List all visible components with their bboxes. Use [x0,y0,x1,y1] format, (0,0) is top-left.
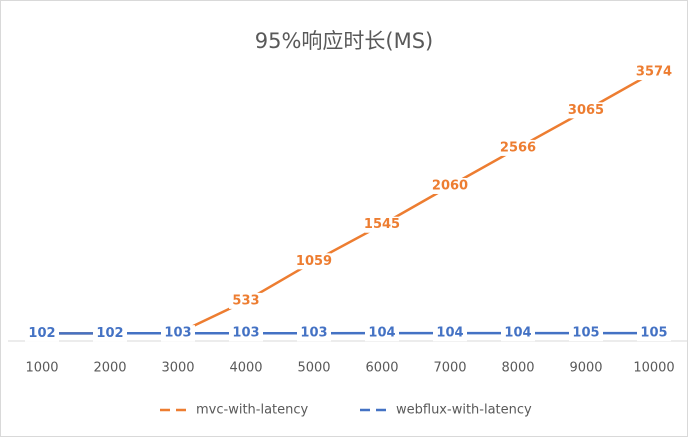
data-label-bg [229,292,263,309]
data-label-group: 103 [229,325,263,342]
x-tick-label: 8000 [501,361,534,376]
data-label-bg [569,325,603,342]
data-label: 103 [300,326,327,341]
data-label-bg [433,325,467,342]
data-label-group: 1059 [296,253,332,270]
data-label-bg [229,325,263,342]
chart-title: 95%响应时长(MS) [255,29,434,53]
data-label-bg [161,325,195,342]
data-label: 104 [436,326,463,341]
data-label-group: 102 [25,325,59,342]
data-label-bg [365,216,399,233]
data-label-bg [93,325,127,342]
data-label-group: 104 [433,325,467,342]
legend-label: mvc-with-latency [196,403,309,418]
data-label: 533 [232,293,259,308]
data-label-group: 3065 [568,102,604,119]
data-label: 104 [368,326,395,341]
data-label-group: 533 [229,292,263,309]
data-label: 105 [640,326,667,341]
data-label-bg [569,102,603,119]
data-label-group: 103 [297,325,331,342]
data-label-group: 102 [93,325,127,342]
data-label-group: 104 [501,325,535,342]
data-label: 105 [572,326,599,341]
data-label: 1545 [364,217,400,232]
data-label-group: 105 [637,325,671,342]
data-label-group: 2060 [432,177,468,194]
data-label-bg [297,253,331,270]
data-label-bg [501,325,535,342]
data-label: 104 [504,326,531,341]
data-label-bg [501,139,535,156]
data-label: 3574 [636,65,672,80]
data-label-bg [297,325,331,342]
data-label: 102 [28,326,55,341]
data-label-group: 1545 [364,216,400,233]
data-label: 103 [164,326,191,341]
x-tick-label: 9000 [569,361,602,376]
data-label-bg [25,325,59,342]
data-label-group: 104 [365,325,399,342]
data-label-bg [433,177,467,194]
data-label-group: 3574 [636,64,672,81]
x-tick-label: 6000 [365,361,398,376]
data-label: 3065 [568,103,604,118]
x-tick-label: 1000 [25,361,58,376]
data-label: 2566 [500,140,536,155]
x-tick-label: 3000 [161,361,194,376]
data-label: 2060 [432,178,468,193]
x-tick-label: 7000 [433,361,466,376]
data-label: 102 [96,326,123,341]
data-label-group: 105 [569,325,603,342]
data-label-group: 2566 [500,139,536,156]
legend-label: webflux-with-latency [396,403,532,418]
data-label-group: 103 [161,325,195,342]
data-label: 103 [232,326,259,341]
data-label-bg [637,64,671,81]
data-label: 1059 [296,254,332,269]
x-tick-label: 5000 [297,361,330,376]
data-label-bg [637,325,671,342]
x-tick-label: 4000 [229,361,262,376]
x-tick-label: 10000 [633,361,674,376]
x-tick-label: 2000 [93,361,126,376]
data-label-bg [365,325,399,342]
